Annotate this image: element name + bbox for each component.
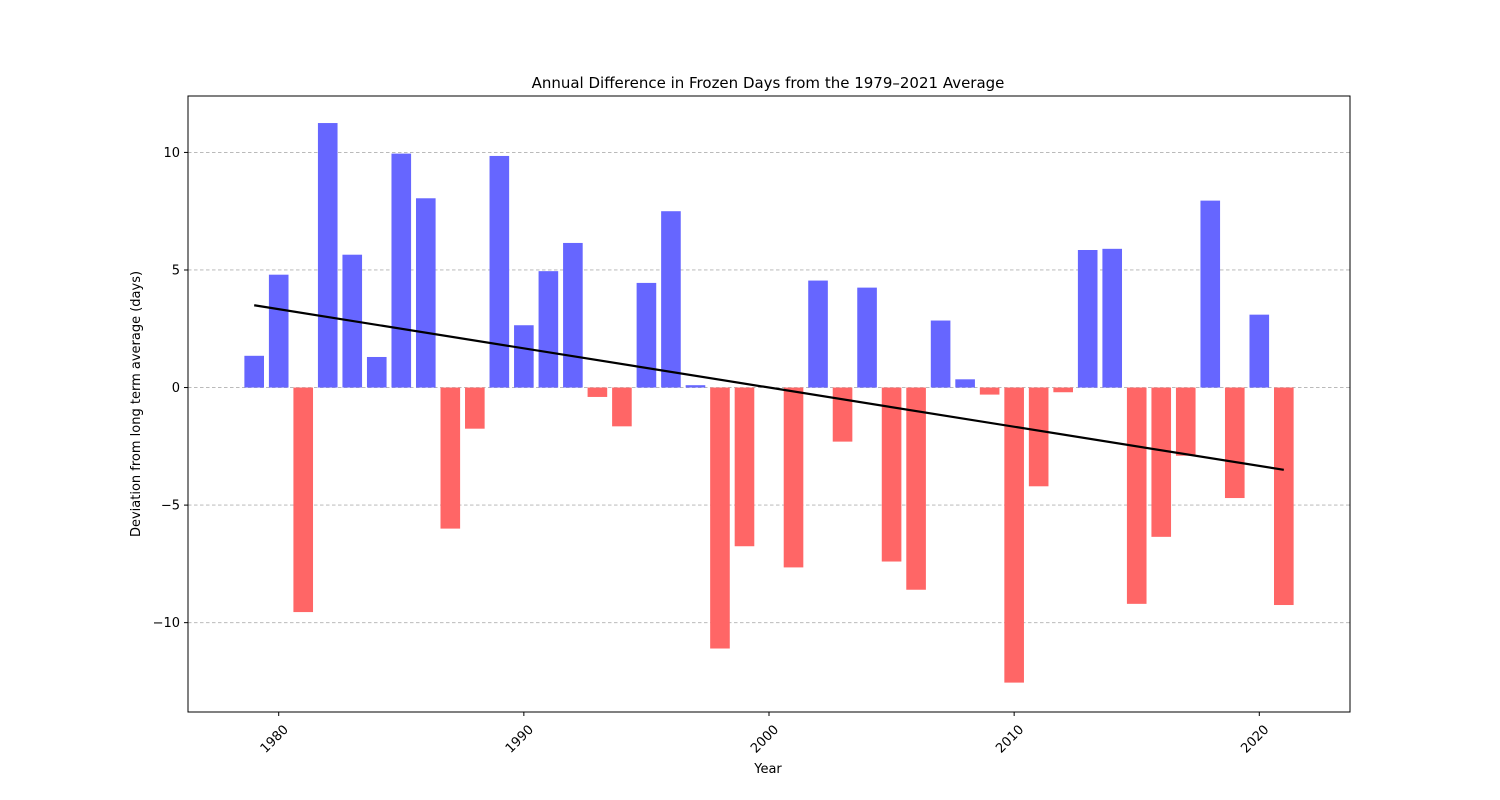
bar-1995 xyxy=(636,282,657,388)
y-tick-label: 10 xyxy=(163,146,180,161)
bar-1993 xyxy=(587,387,608,397)
bar-1998 xyxy=(710,387,730,649)
bar-1991 xyxy=(538,271,559,388)
y-tick-label: −5 xyxy=(161,499,180,514)
bar-2010 xyxy=(1004,387,1024,683)
bar-1989 xyxy=(489,155,510,388)
y-axis-label: Deviation from long term average (days) xyxy=(129,271,144,537)
y-axis-ticks: −10 −5 0 5 10 xyxy=(153,146,188,631)
bar-2008 xyxy=(955,379,975,388)
x-tick-label: 2020 xyxy=(1238,722,1272,756)
x-axis-label: Year xyxy=(753,762,782,777)
bar-2004 xyxy=(857,287,877,388)
bar-2019 xyxy=(1224,387,1245,499)
trend-line xyxy=(254,304,1284,471)
y-tick-label: −10 xyxy=(153,616,180,631)
trend-line-group xyxy=(254,304,1284,471)
bar-2001 xyxy=(783,387,804,568)
bar-2003 xyxy=(832,387,853,442)
bar-1990 xyxy=(514,325,534,388)
bar-2009 xyxy=(979,387,1000,395)
x-axis-ticks: 1980 1990 2000 2010 2020 xyxy=(258,712,1272,756)
bar-1982 xyxy=(317,123,338,388)
y-tick-label: 0 xyxy=(172,381,180,396)
bars xyxy=(244,123,1294,683)
bar-2002 xyxy=(808,280,828,388)
bar-1979 xyxy=(244,355,264,388)
bar-1986 xyxy=(415,198,436,388)
bar-1981 xyxy=(293,387,314,613)
bar-1999 xyxy=(734,387,755,547)
bar-1988 xyxy=(465,387,485,429)
bar-1997 xyxy=(685,385,706,388)
bar-2015 xyxy=(1126,387,1147,604)
bar-2014 xyxy=(1102,248,1123,388)
plot-frame xyxy=(187,95,1351,713)
bar-1984 xyxy=(366,356,387,388)
bar-2016 xyxy=(1151,387,1172,537)
bar-1996 xyxy=(661,211,681,388)
bar-2012 xyxy=(1053,387,1073,393)
bar-2020 xyxy=(1249,314,1270,388)
bar-2011 xyxy=(1028,387,1049,487)
x-tick-label: 2000 xyxy=(748,722,782,756)
bar-1992 xyxy=(563,242,583,388)
x-tick-label: 2010 xyxy=(993,722,1027,756)
bar-1985 xyxy=(391,153,412,388)
bar-1987 xyxy=(440,387,461,529)
bar-1994 xyxy=(612,387,632,427)
bar-2021 xyxy=(1274,387,1294,606)
bar-2013 xyxy=(1077,250,1098,388)
bar-2017 xyxy=(1175,387,1196,456)
bar-2018 xyxy=(1200,200,1221,388)
x-tick-label: 1990 xyxy=(503,722,537,756)
x-tick-label: 1980 xyxy=(258,722,292,756)
bar-2006 xyxy=(906,387,926,590)
y-tick-label: 5 xyxy=(172,263,180,278)
bar-2005 xyxy=(881,387,902,562)
bar-1980 xyxy=(268,274,289,388)
chart-title: Annual Difference in Frozen Days from th… xyxy=(532,74,1005,92)
bar-2007 xyxy=(930,320,951,388)
